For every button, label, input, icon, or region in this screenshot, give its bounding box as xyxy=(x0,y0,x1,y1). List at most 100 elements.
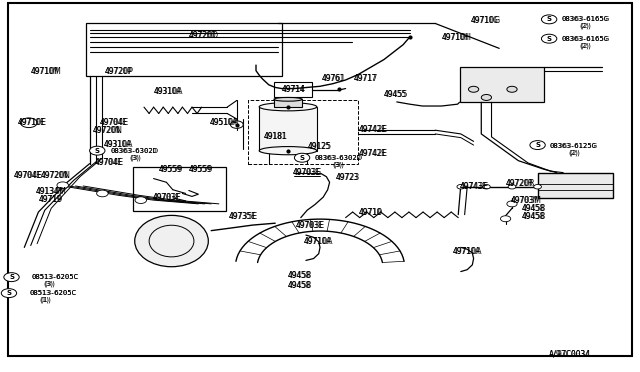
Text: 08513-6205C: 08513-6205C xyxy=(32,274,79,280)
Text: 08363-6165G: 08363-6165G xyxy=(562,36,609,42)
Text: 49742E: 49742E xyxy=(358,149,387,158)
Text: 49559: 49559 xyxy=(189,165,213,174)
Text: 49720N: 49720N xyxy=(93,126,120,135)
Circle shape xyxy=(530,141,545,150)
Circle shape xyxy=(294,153,310,162)
Text: 49704E: 49704E xyxy=(95,158,122,167)
Circle shape xyxy=(541,34,557,43)
Text: 49510A: 49510A xyxy=(210,118,239,127)
Text: 49704E: 49704E xyxy=(14,171,42,180)
Circle shape xyxy=(90,146,105,155)
Text: S: S xyxy=(6,290,12,296)
Text: 49458: 49458 xyxy=(288,271,311,280)
Text: A/97C0034: A/97C0034 xyxy=(549,350,591,359)
Text: 49310A: 49310A xyxy=(104,140,133,149)
Text: 49458: 49458 xyxy=(288,281,311,290)
Text: 49134M: 49134M xyxy=(35,187,63,196)
Circle shape xyxy=(534,185,541,189)
Text: 49710E: 49710E xyxy=(18,118,45,126)
Circle shape xyxy=(500,216,511,222)
Text: 49720P: 49720P xyxy=(104,67,133,76)
Circle shape xyxy=(230,121,243,128)
Text: 49458: 49458 xyxy=(522,212,546,221)
Text: 49710A: 49710A xyxy=(304,237,333,246)
Text: 49125: 49125 xyxy=(307,142,332,151)
Ellipse shape xyxy=(135,215,209,267)
Text: 49761: 49761 xyxy=(321,74,346,83)
Text: 49720N: 49720N xyxy=(40,171,68,180)
Text: 49714: 49714 xyxy=(282,85,306,94)
Text: 49181: 49181 xyxy=(264,132,287,141)
Bar xyxy=(274,82,312,97)
Text: 49742E: 49742E xyxy=(358,125,387,134)
Text: 49714: 49714 xyxy=(282,85,305,94)
Circle shape xyxy=(1,289,17,298)
Text: 49310A: 49310A xyxy=(154,87,181,96)
Text: 49455: 49455 xyxy=(384,90,408,99)
Bar xyxy=(460,67,544,102)
Text: (1): (1) xyxy=(40,296,50,303)
Bar xyxy=(248,100,358,164)
Text: S: S xyxy=(9,274,14,280)
Bar xyxy=(259,107,317,151)
Text: (3): (3) xyxy=(333,161,343,168)
Text: 49458: 49458 xyxy=(522,212,545,221)
Text: 49742E: 49742E xyxy=(358,125,386,134)
Text: 49735E: 49735E xyxy=(229,212,259,221)
Text: 49743E: 49743E xyxy=(460,182,489,191)
Text: (3): (3) xyxy=(44,280,56,287)
Text: (2): (2) xyxy=(579,23,589,29)
Text: 49703F: 49703F xyxy=(152,193,180,202)
Bar xyxy=(133,167,226,211)
Text: 08363-6302D: 08363-6302D xyxy=(110,148,157,154)
Circle shape xyxy=(508,185,516,189)
Text: 49761: 49761 xyxy=(321,74,344,83)
Text: 49720R: 49720R xyxy=(506,179,533,187)
Bar xyxy=(274,99,302,107)
Text: 49717: 49717 xyxy=(353,74,378,83)
Text: 49743E: 49743E xyxy=(460,182,487,191)
Text: 49458: 49458 xyxy=(288,271,312,280)
Text: 08513-6205C: 08513-6205C xyxy=(29,290,76,296)
Text: 49723: 49723 xyxy=(336,173,360,182)
Text: S: S xyxy=(300,155,305,161)
Text: 49710A: 49710A xyxy=(453,247,481,256)
Text: 49710A: 49710A xyxy=(304,237,332,246)
Ellipse shape xyxy=(259,103,317,111)
Text: 49720P: 49720P xyxy=(104,67,132,76)
Text: 49703M: 49703M xyxy=(511,196,538,205)
Text: 49125: 49125 xyxy=(307,142,330,151)
Text: 49559: 49559 xyxy=(159,165,182,174)
Text: 49720N: 49720N xyxy=(93,126,123,135)
Text: (3): (3) xyxy=(333,161,346,168)
Text: 49720R: 49720R xyxy=(506,179,535,187)
Circle shape xyxy=(483,185,490,189)
Text: (2): (2) xyxy=(579,42,592,49)
Text: 49719: 49719 xyxy=(38,195,61,203)
Text: 49710E: 49710E xyxy=(18,118,47,126)
Text: 49710G: 49710G xyxy=(470,16,500,25)
Text: 49710H: 49710H xyxy=(442,33,469,42)
Text: 49510A: 49510A xyxy=(210,118,237,127)
Text: (3): (3) xyxy=(44,280,54,287)
Text: A/97C0034: A/97C0034 xyxy=(549,350,591,359)
Text: 49703E: 49703E xyxy=(293,169,323,177)
Text: 49310A: 49310A xyxy=(154,87,183,96)
Circle shape xyxy=(468,86,479,92)
Circle shape xyxy=(481,94,492,100)
Text: 49703M: 49703M xyxy=(511,196,541,205)
Text: 08363-6165G: 08363-6165G xyxy=(562,16,610,22)
Text: 49710: 49710 xyxy=(358,208,383,217)
Circle shape xyxy=(135,197,147,203)
Text: 49310A: 49310A xyxy=(104,140,131,149)
Text: 49458: 49458 xyxy=(522,204,546,213)
Text: (2): (2) xyxy=(568,149,578,156)
Text: S: S xyxy=(535,142,540,148)
Text: 08363-6302D: 08363-6302D xyxy=(315,155,363,161)
Text: 49719: 49719 xyxy=(38,195,63,203)
Circle shape xyxy=(541,15,557,24)
Text: 49458: 49458 xyxy=(288,281,312,290)
Text: 08363-6125G: 08363-6125G xyxy=(549,143,596,149)
Text: 49710M: 49710M xyxy=(31,67,58,76)
Circle shape xyxy=(20,118,37,128)
